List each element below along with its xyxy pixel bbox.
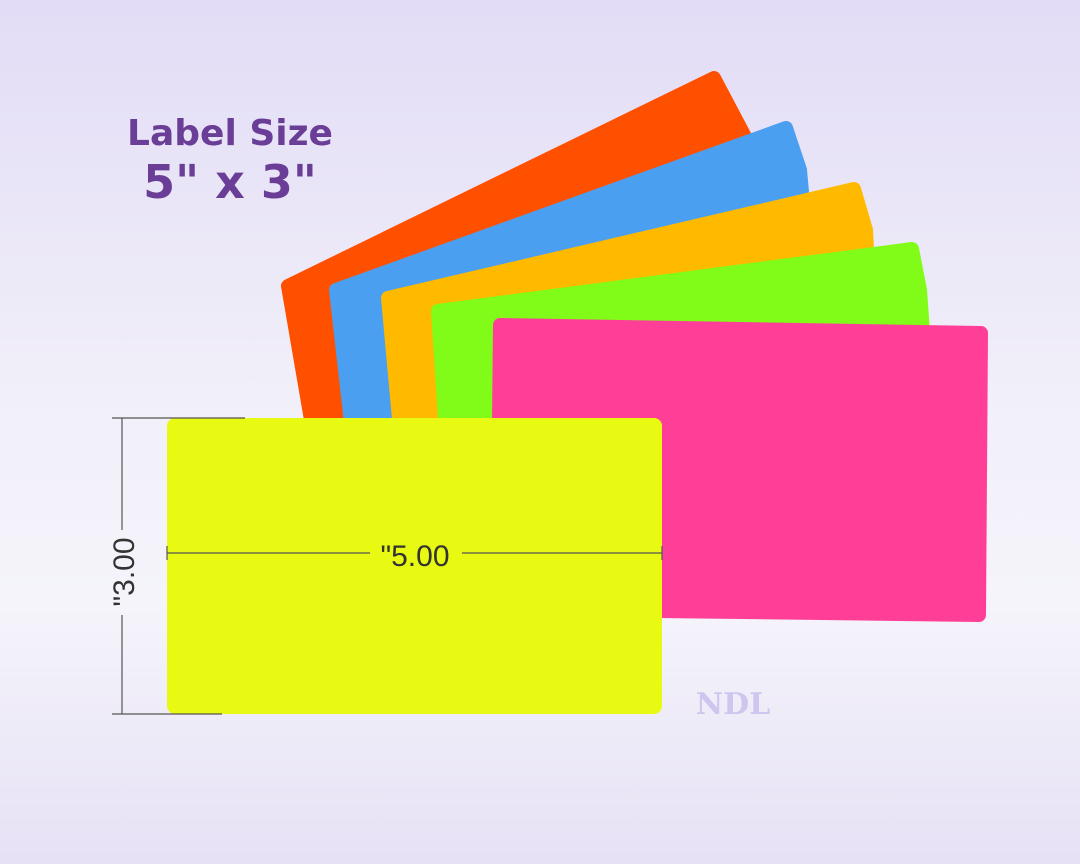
height-dimension-label: "3.00 <box>108 537 141 606</box>
width-dimension-label: "5.00 <box>380 540 449 573</box>
watermark-logo: NDL <box>696 687 771 722</box>
dimension-lines <box>112 417 663 715</box>
heading-line-2: 5" x 3" <box>143 155 317 209</box>
heading-line-1: Label Size <box>127 113 333 154</box>
yellow-label <box>167 418 662 714</box>
label-size-heading: Label Size 5" x 3" <box>110 112 350 208</box>
